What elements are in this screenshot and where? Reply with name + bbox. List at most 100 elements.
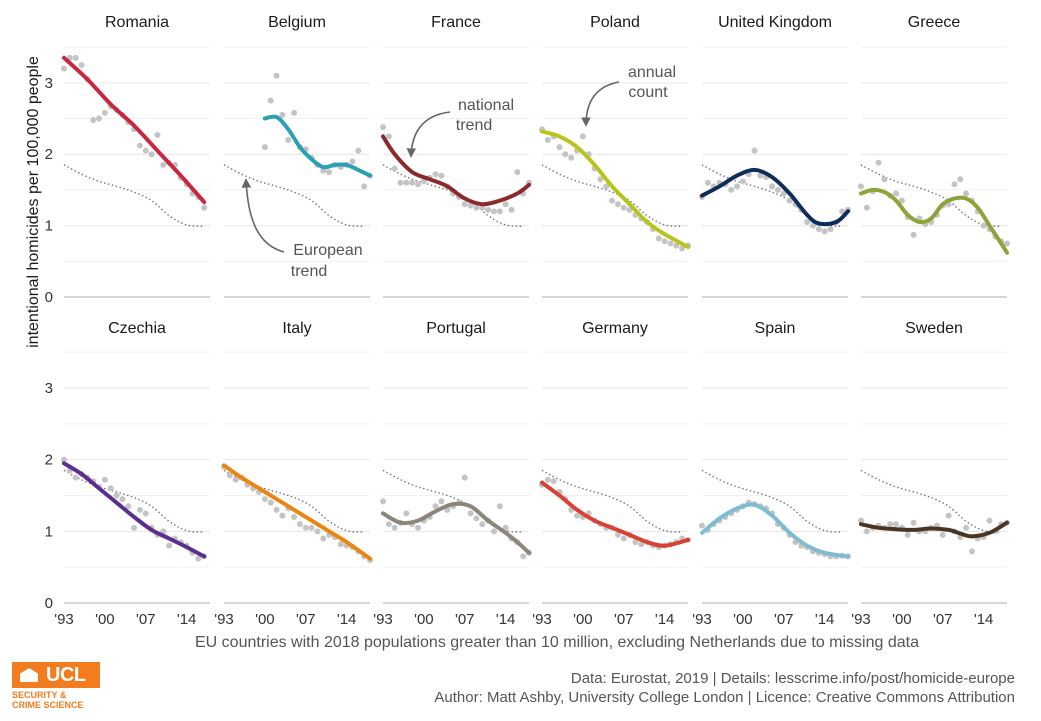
annual-count-point xyxy=(473,204,480,211)
national-trend-line xyxy=(700,167,850,227)
annual-count-point xyxy=(308,524,315,531)
annual-count-point xyxy=(667,240,674,247)
annual-count-point xyxy=(142,147,149,154)
annual-count-point xyxy=(939,531,946,538)
annual-count-point xyxy=(125,503,132,510)
annual-count-point xyxy=(232,476,239,483)
annual-count-point xyxy=(957,176,964,183)
annual-count-point xyxy=(314,528,321,535)
panel-title: Poland xyxy=(590,14,640,31)
x-tick-label: '93 xyxy=(373,611,393,628)
x-tick-label: '00 xyxy=(573,611,593,628)
x-tick-label: '07 xyxy=(136,611,156,628)
annual-count-point xyxy=(514,169,521,176)
logo-wordmark: UCL xyxy=(46,664,86,686)
annual-count-point xyxy=(136,506,143,513)
panel-czechia: Czechia xyxy=(61,320,210,604)
european-trend-line xyxy=(382,164,524,227)
panel-title: Czechia xyxy=(108,320,166,337)
annual-count-point xyxy=(160,161,167,168)
panel-germany: Germany xyxy=(539,320,691,604)
annual-count-point xyxy=(337,541,344,548)
annual-count-point xyxy=(101,476,108,483)
annual-count-point xyxy=(96,115,103,122)
annual-count-point xyxy=(490,208,497,215)
national-trend-line xyxy=(62,461,207,559)
panel-title: Sweden xyxy=(905,320,963,337)
annotation-national-trend-line2: trend xyxy=(456,117,492,134)
annual-count-point xyxy=(291,109,298,116)
annual-count-point xyxy=(780,190,787,197)
annual-count-point xyxy=(556,144,563,151)
annual-count-point xyxy=(432,503,439,510)
source-line-1: Data: Eurostat, 2019 | Details: lesscrim… xyxy=(570,670,1015,687)
annual-count-point xyxy=(296,521,303,528)
annual-count-point xyxy=(1004,240,1010,247)
annual-count-point xyxy=(638,541,645,548)
annual-count-point xyxy=(951,181,958,188)
y-tick-label: 0 xyxy=(45,289,53,306)
panel-title: Portugal xyxy=(426,320,486,337)
annual-count-point xyxy=(574,512,581,519)
panel-belgium: Belgium xyxy=(223,14,373,298)
x-tick-label: '07 xyxy=(614,611,634,628)
annual-count-point xyxy=(380,124,386,131)
annual-count-point xyxy=(391,165,398,172)
x-tick-label: '14 xyxy=(815,611,835,628)
annual-count-point xyxy=(349,158,356,165)
annual-count-point xyxy=(821,228,828,235)
panel-title: Romania xyxy=(105,14,169,31)
x-tick-label: '00 xyxy=(95,611,115,628)
national-trend-line xyxy=(222,463,372,561)
annual-count-point xyxy=(461,201,468,208)
annual-count-point xyxy=(757,172,764,179)
annual-count-point xyxy=(980,222,987,229)
annual-count-point xyxy=(420,178,427,185)
annual-count-point xyxy=(804,219,811,226)
annual-count-point xyxy=(385,133,392,140)
panel-title: Spain xyxy=(755,320,796,337)
annual-count-point xyxy=(904,531,911,538)
annual-count-point xyxy=(620,204,627,211)
annual-count-point xyxy=(467,510,474,517)
annual-count-point xyxy=(273,72,280,79)
annual-count-point xyxy=(380,498,386,505)
panel-poland: Poland xyxy=(539,14,691,298)
national-trend-line xyxy=(262,114,372,178)
annual-count-point xyxy=(326,169,333,176)
ucl-logo: UCL xyxy=(12,662,100,688)
annual-count-point xyxy=(898,197,905,204)
annual-count-point xyxy=(90,116,97,123)
annual-count-point xyxy=(620,535,627,542)
annual-count-point xyxy=(361,183,368,190)
annual-count-point xyxy=(415,181,422,188)
annual-count-point xyxy=(267,499,274,506)
x-tick-label: '07 xyxy=(296,611,316,628)
annual-count-point xyxy=(403,179,410,186)
y-tick-label: 1 xyxy=(45,218,53,235)
source-line-2: Author: Matt Ashby, University College L… xyxy=(434,689,1015,706)
panel-title: Greece xyxy=(908,14,961,31)
annual-count-point xyxy=(166,542,173,549)
annual-count-point xyxy=(473,515,480,522)
annual-count-point xyxy=(355,147,362,154)
annual-count-point xyxy=(968,548,975,555)
annual-count-point xyxy=(226,472,233,479)
annual-count-point xyxy=(502,201,509,208)
x-tick-label: '93 xyxy=(54,611,74,628)
annual-count-point xyxy=(479,521,486,528)
annual-count-point xyxy=(858,517,864,524)
x-tick-label: '00 xyxy=(892,611,912,628)
y-tick-label: 0 xyxy=(45,595,53,612)
x-tick-label: '14 xyxy=(496,611,516,628)
annual-count-point xyxy=(774,186,781,193)
annual-count-point xyxy=(267,97,274,104)
panel-france: France xyxy=(380,14,532,298)
annual-count-point xyxy=(963,524,970,531)
annual-count-point xyxy=(679,245,686,252)
annual-count-point xyxy=(485,206,492,213)
panel-united-kingdom: United Kingdom xyxy=(699,14,851,298)
annual-count-point xyxy=(113,492,120,499)
european-trend-line xyxy=(63,164,205,227)
annual-count-point xyxy=(839,208,846,215)
